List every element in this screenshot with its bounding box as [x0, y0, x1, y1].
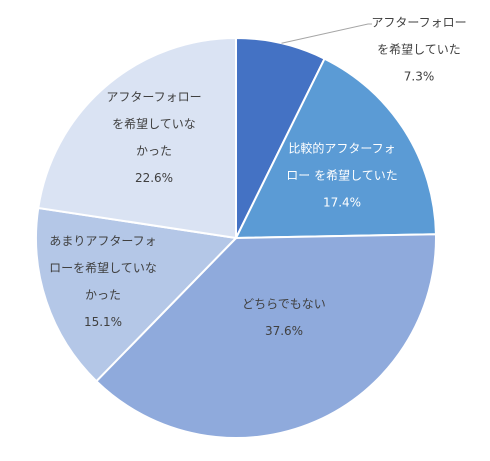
- category-label-1-line-2: を希望していた: [377, 42, 461, 57]
- value-label-1: 7.3%: [404, 70, 435, 84]
- pie-slice-4: [35, 206, 239, 383]
- leader-line-1: [281, 23, 372, 44]
- value-label-5: 22.6%: [135, 171, 173, 185]
- category-label-5-line-3: かった: [136, 144, 172, 158]
- category-label-3-line-1: どちらでもない: [242, 297, 326, 311]
- category-label-2-line-2: ロー を希望していた: [286, 168, 397, 183]
- category-label-5-line-2: を希望していな: [112, 116, 196, 131]
- leader-lines: [281, 23, 372, 44]
- value-label-4: 15.1%: [84, 315, 122, 329]
- category-label-4-line-1: あまりアフターフォ: [49, 234, 156, 248]
- pie-slice-5: [37, 36, 237, 240]
- pie-slices: [35, 36, 437, 439]
- pie-slice-3: [94, 233, 437, 439]
- pie-slice-2: [234, 57, 437, 240]
- category-label-5-line-1: アフターフォロー: [106, 90, 201, 104]
- category-label-2-line-1: 比較的アフターフォ: [288, 141, 395, 156]
- category-label-4-line-2: ローを希望していな: [49, 260, 157, 275]
- value-label-2: 17.4%: [323, 196, 361, 210]
- value-label-3: 37.6%: [265, 324, 303, 338]
- category-label-1-line-1: アフターフォロー: [371, 16, 466, 30]
- category-label-4-line-3: かった: [85, 288, 121, 302]
